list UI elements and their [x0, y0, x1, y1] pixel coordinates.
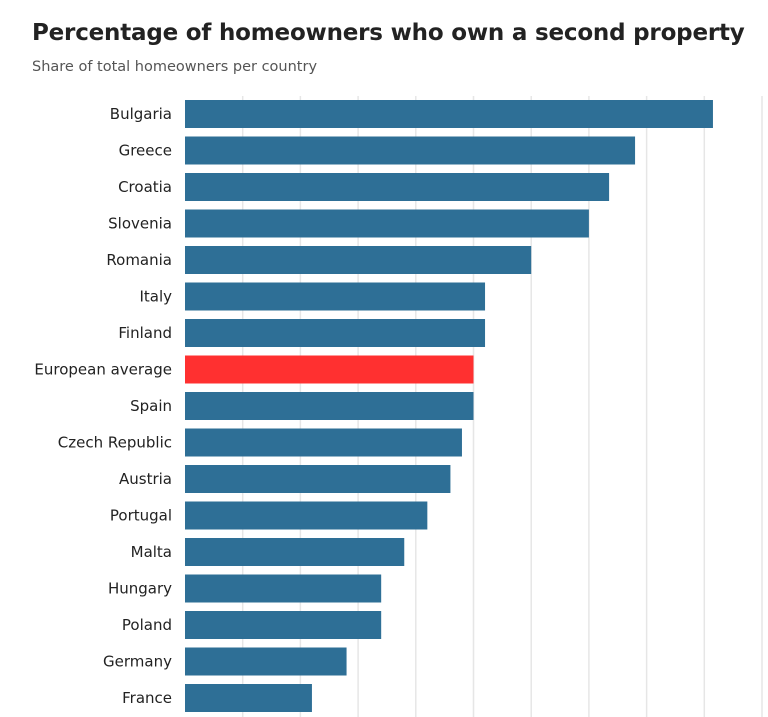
- bar-portugal: [185, 501, 428, 530]
- bar-czech-republic: [185, 428, 462, 457]
- bar-hungary: [185, 574, 382, 603]
- bar-romania: [185, 246, 532, 274]
- category-label: France: [122, 689, 172, 707]
- bar-spain: [185, 392, 474, 420]
- bar-european-average: [185, 355, 474, 384]
- category-label: Portugal: [110, 507, 172, 525]
- category-label: Poland: [122, 616, 172, 634]
- bar-croatia: [185, 173, 610, 201]
- category-label: Austria: [119, 470, 172, 488]
- chart-subtitle: Share of total homeowners per country: [32, 59, 318, 75]
- category-label: Germany: [103, 653, 172, 671]
- category-label: European average: [34, 361, 172, 379]
- category-label: Finland: [118, 324, 172, 342]
- category-label: Malta: [131, 543, 172, 561]
- bar-slovenia: [185, 209, 589, 238]
- bar-malta: [185, 538, 405, 566]
- category-label: Czech Republic: [58, 434, 172, 452]
- bar-germany: [185, 647, 347, 676]
- category-label: Italy: [139, 288, 172, 306]
- category-label: Romania: [106, 251, 172, 269]
- bar-greece: [185, 136, 636, 165]
- bar-austria: [185, 465, 451, 493]
- bar-france: [185, 684, 312, 712]
- chart-title: Percentage of homeowners who own a secon…: [32, 20, 745, 46]
- bar-finland: [185, 319, 486, 347]
- category-label: Greece: [119, 142, 172, 160]
- category-label: Slovenia: [108, 215, 172, 233]
- category-label: Spain: [130, 397, 172, 415]
- category-label: Croatia: [118, 178, 172, 196]
- bar-bulgaria: [185, 100, 713, 128]
- category-label: Hungary: [108, 580, 172, 598]
- bar-italy: [185, 282, 486, 311]
- category-label: Bulgaria: [110, 105, 172, 123]
- bar-poland: [185, 611, 382, 639]
